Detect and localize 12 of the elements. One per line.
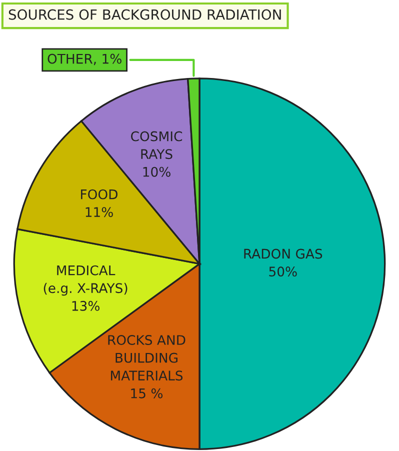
slice-label: MEDICAL (e.g. X-RAYS) bbox=[44, 265, 128, 296]
slice-label: COSMIC RAYS bbox=[131, 131, 182, 160]
slice-label: ROCKS AND BUILDING MATERIALS bbox=[108, 335, 186, 381]
data-label: 11% bbox=[86, 207, 113, 218]
slice-label: OTHER, 1% bbox=[48, 54, 122, 66]
data-label: 50% bbox=[269, 266, 297, 277]
data-label: 13% bbox=[72, 300, 100, 311]
slice-label: FOOD bbox=[81, 189, 118, 200]
data-label: 10% bbox=[143, 166, 170, 177]
slice-label: RADON GAS bbox=[244, 248, 322, 259]
data-label: 15 % bbox=[131, 388, 163, 398]
chart-title: SOURCES OF BACKGROUND RADIATION bbox=[8, 9, 281, 20]
